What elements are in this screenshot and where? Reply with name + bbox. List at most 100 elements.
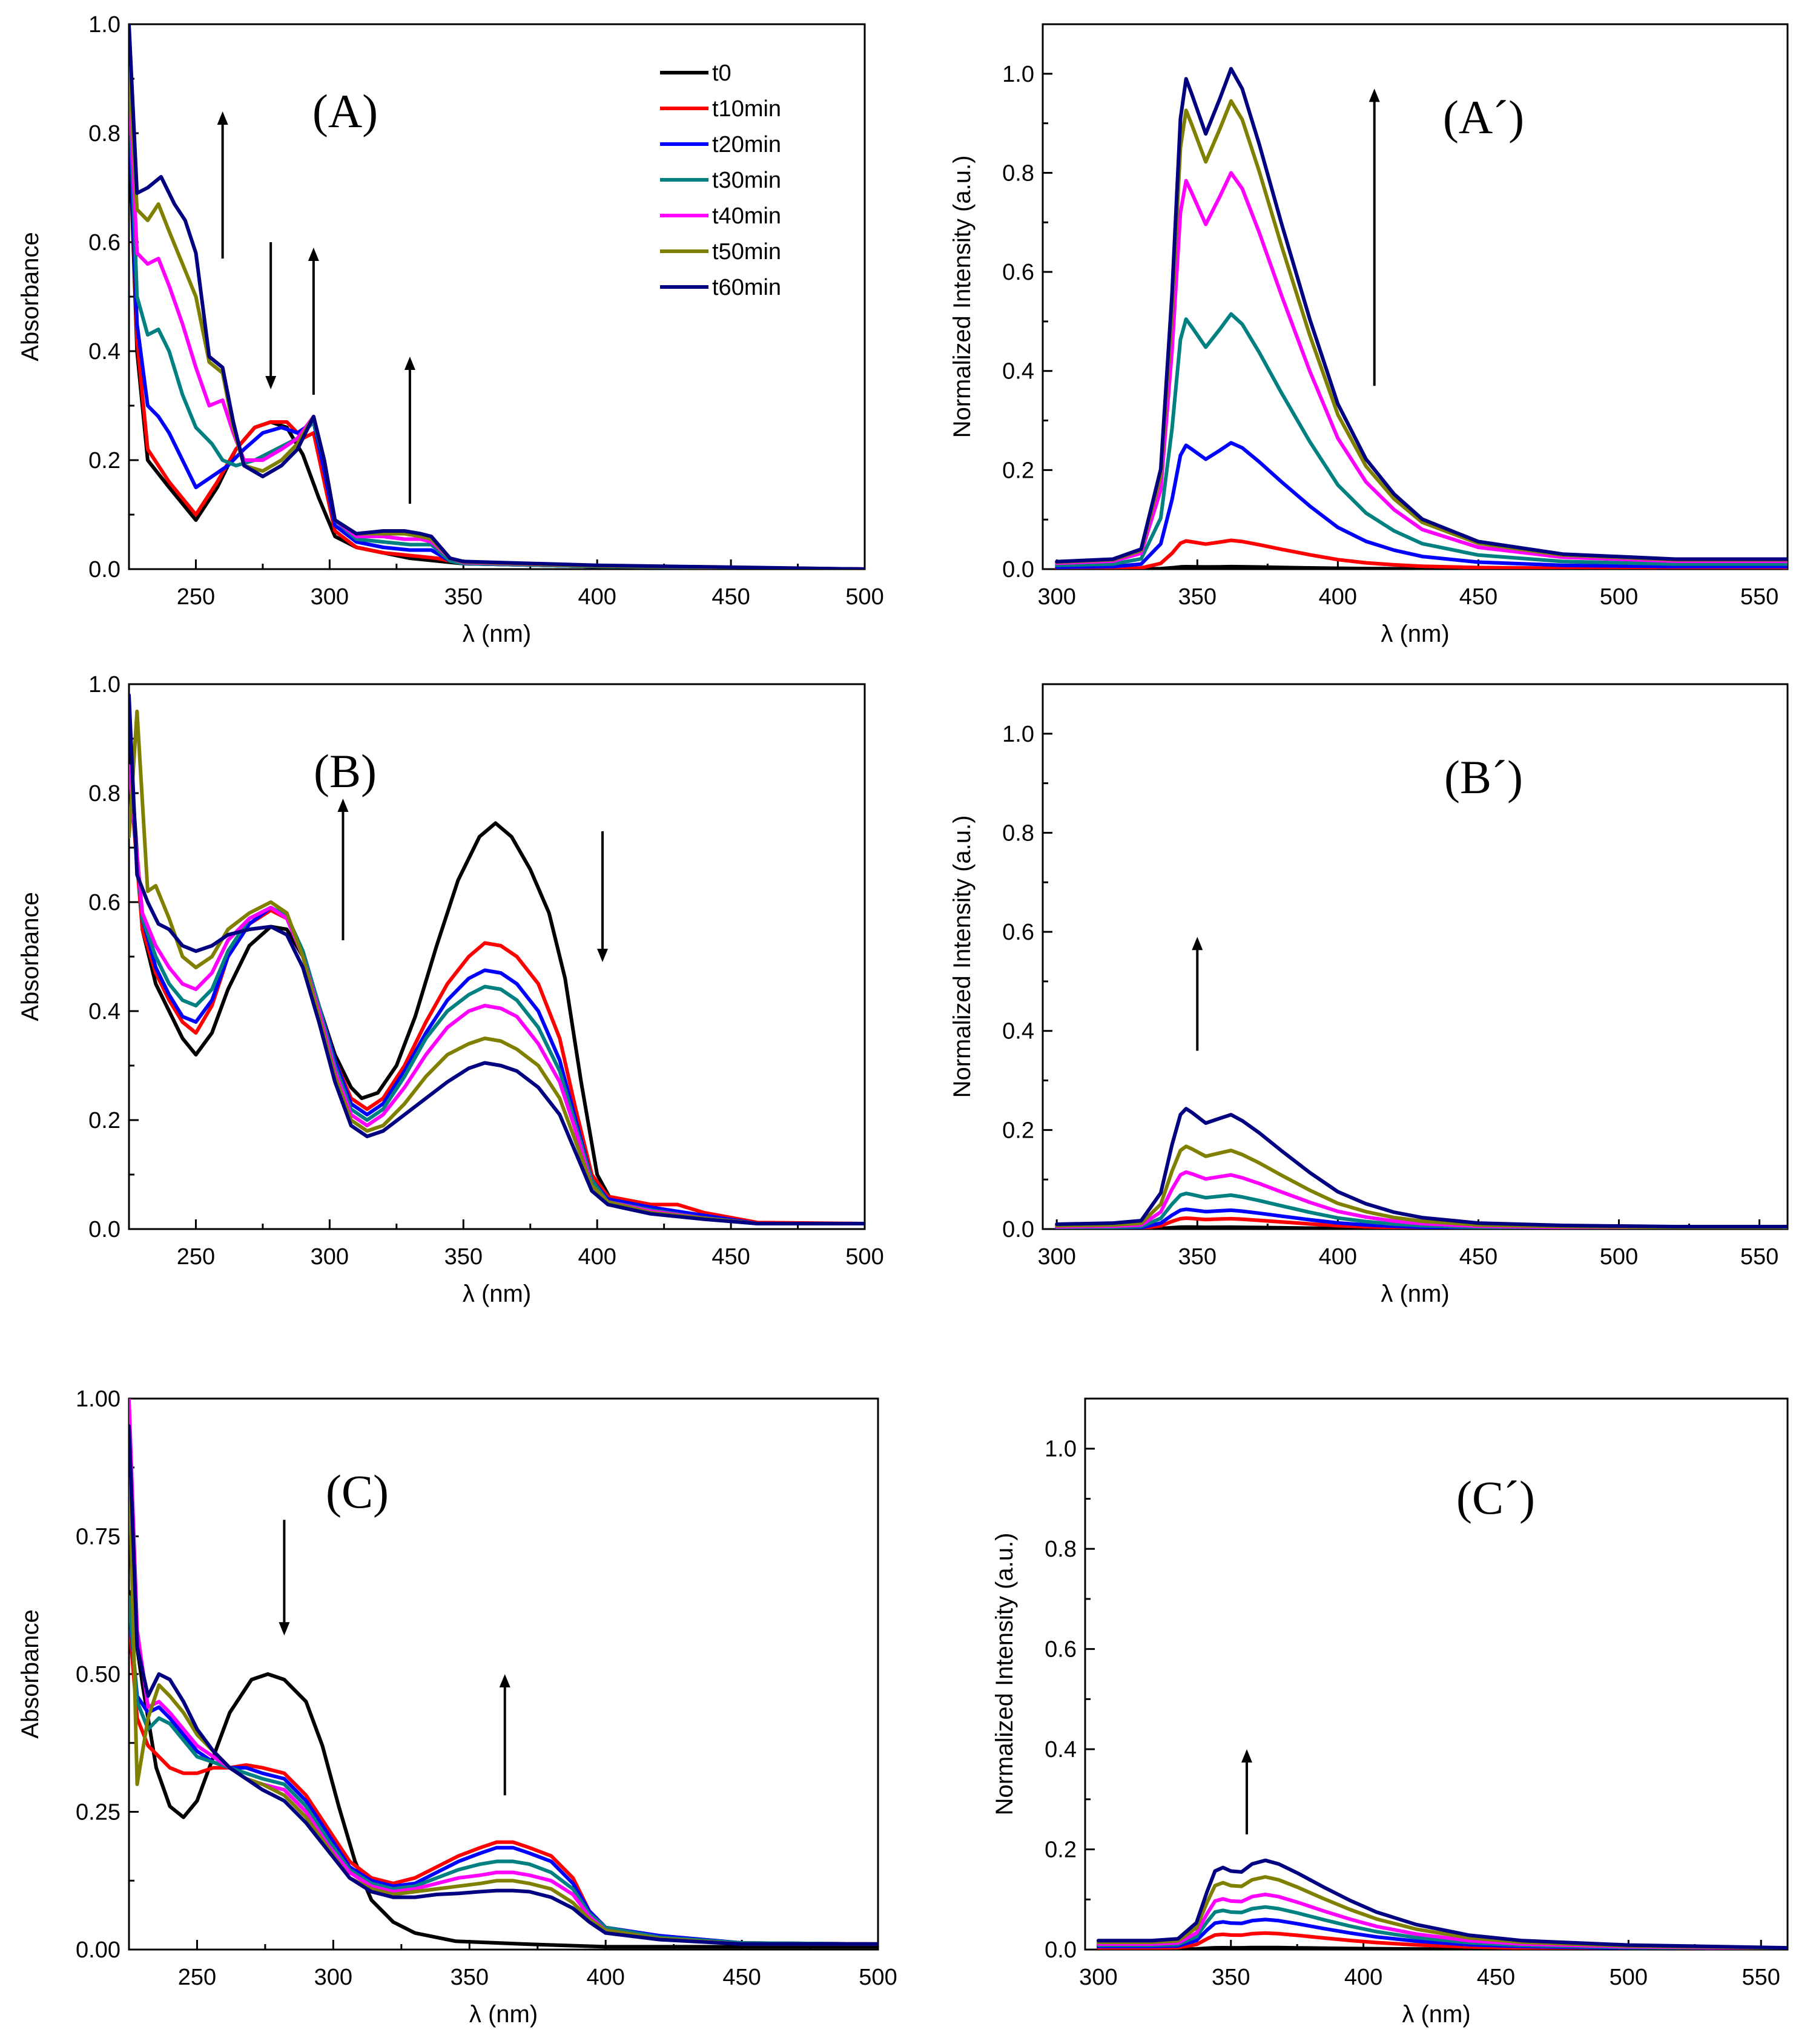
panel-C: 250 300 350 400 450 500 0.00 0.25 0.50 0.75 1.00 λ … [17, 1386, 897, 2028]
x-tick-label: 300 [311, 1244, 349, 1270]
series-line-t30min [129, 764, 865, 1225]
x-tick-label: 450 [712, 584, 750, 610]
series-line-t60min [1055, 67, 1788, 564]
y-tick-label: 0.25 [76, 1800, 121, 1825]
y-tick-label: 0.6 [1002, 920, 1034, 945]
x-tick-label: 350 [451, 1965, 489, 1990]
series-line-t40min [129, 1399, 878, 1946]
series-line-t60min [1096, 1858, 1788, 1950]
y-axis-title: Absorbance [17, 232, 44, 361]
x-axis-title: λ (nm) [1381, 621, 1449, 647]
y-tick-label: 0.0 [1002, 557, 1034, 582]
panel-label: (C´) [1456, 1471, 1535, 1524]
series-line-t50min [1096, 1875, 1788, 1950]
series-line-t50min [1055, 1144, 1788, 1229]
x-axis-title: λ (nm) [1381, 1281, 1449, 1307]
series-line-t60min [129, 693, 865, 1225]
trend-arrowhead [1192, 937, 1203, 951]
legend-label: t20min [712, 132, 781, 157]
series-line-t50min [1055, 99, 1788, 564]
x-tick-label: 500 [845, 1244, 883, 1270]
y-tick-label: 0.6 [1045, 1637, 1077, 1663]
y-tick-label: 1.0 [1002, 62, 1034, 87]
y-tick-label: 0.2 [88, 1108, 121, 1133]
legend-label: t30min [712, 168, 781, 193]
y-axis-title: Absorbance [17, 892, 44, 1021]
series-line-t10min [1096, 1931, 1788, 1950]
x-tick-label: 500 [1600, 1244, 1638, 1270]
x-tick-label: 350 [444, 1244, 483, 1270]
y-tick-label: 0.50 [76, 1662, 121, 1687]
series-group [129, 693, 865, 1225]
panel-label: (B) [314, 745, 377, 797]
series-line-t20min [129, 1606, 878, 1946]
x-tick-label: 500 [845, 584, 883, 610]
panel-A: 250 300 350 400 450 500 0.0 0.2 0.4 0.6 0.8 1.0 λ (n… [17, 12, 884, 647]
legend-label: t40min [712, 203, 781, 229]
x-tick-label: 400 [1344, 1965, 1382, 1990]
series-line-t0 [129, 737, 865, 1225]
panel-C-prime: 300 350 400 450 500 550 0.0 0.2 0.4 0.6 0.8 1.0 λ (n… [991, 1397, 1789, 2028]
x-tick-label: 450 [1459, 584, 1497, 610]
y-tick-label: 0.8 [1002, 160, 1034, 186]
y-tick-label: 0.6 [88, 890, 121, 915]
y-tick-label: 0.0 [88, 1217, 121, 1242]
x-tick-label: 300 [311, 584, 349, 610]
y-axis-title: Absorbance [17, 1609, 44, 1738]
series-line-t60min [129, 24, 865, 569]
trend-arrowhead [597, 949, 609, 962]
y-tick-label: 0.75 [76, 1525, 121, 1550]
legend-label: t60min [712, 275, 781, 300]
y-tick-label: 0.8 [1002, 820, 1034, 846]
y-tick-label: 0.4 [88, 339, 121, 364]
series-line-t0 [129, 1589, 878, 1949]
series-line-t30min [1096, 1905, 1788, 1950]
x-tick-label: 350 [1212, 1965, 1250, 1990]
series-line-t60min [129, 1424, 878, 1946]
series-group [1055, 67, 1788, 569]
trend-arrowhead [404, 357, 415, 370]
y-tick-label: 0.4 [1002, 1019, 1034, 1044]
x-tick-label: 400 [1319, 1244, 1357, 1270]
trend-arrowhead [1369, 88, 1380, 102]
x-tick-label: 450 [1459, 1244, 1497, 1270]
y-tick-label: 0.2 [1002, 1118, 1034, 1143]
x-tick-label: 350 [444, 584, 483, 610]
x-tick-label: 450 [712, 1244, 750, 1270]
series-group [1096, 1858, 1788, 1950]
x-tick-label: 250 [177, 584, 215, 610]
x-tick-label: 550 [1740, 584, 1778, 610]
y-tick-label: 1.00 [76, 1386, 121, 1412]
trend-arrowhead [217, 111, 228, 125]
series-group [1055, 1107, 1788, 1229]
series-line-t40min [1055, 171, 1788, 565]
panel-B: 250 300 350 400 450 500 0.0 0.2 0.4 0.6 0.8 1.0 λ (n… [17, 672, 884, 1307]
trend-arrowhead [499, 1674, 510, 1687]
y-tick-label: 0.8 [1045, 1537, 1077, 1562]
series-line-t0 [1096, 1945, 1788, 1950]
x-tick-label: 550 [1740, 1244, 1778, 1270]
legend-label: t10min [712, 96, 781, 122]
series-line-t30min [129, 1595, 878, 1946]
y-tick-label: 1.0 [88, 672, 121, 697]
y-tick-label: 0.8 [88, 781, 121, 806]
y-tick-label: 0.8 [88, 121, 121, 147]
x-tick-label: 250 [178, 1965, 216, 1990]
legend-label: t50min [712, 239, 781, 265]
series-line-t20min [129, 104, 865, 569]
y-tick-label: 0.2 [1045, 1838, 1077, 1863]
x-tick-label: 350 [1178, 584, 1217, 610]
series-line-t40min [1096, 1893, 1788, 1950]
y-axis-title: Normalized Intensity (a.u.) [949, 156, 976, 438]
legend: t0 t10min t20min t30min t40min t50min t60min [660, 61, 781, 300]
series-line-t10min [129, 1617, 878, 1946]
x-tick-label: 250 [177, 1244, 215, 1270]
x-axis-title: λ (nm) [1402, 2001, 1470, 2028]
trend-arrowhead [308, 248, 319, 261]
series-line-t0 [1055, 564, 1788, 569]
series-line-t10min [1055, 538, 1788, 569]
x-axis-title: λ (nm) [469, 2001, 538, 2028]
series-line-t10min [129, 88, 865, 569]
series-line-t50min [129, 710, 865, 1225]
